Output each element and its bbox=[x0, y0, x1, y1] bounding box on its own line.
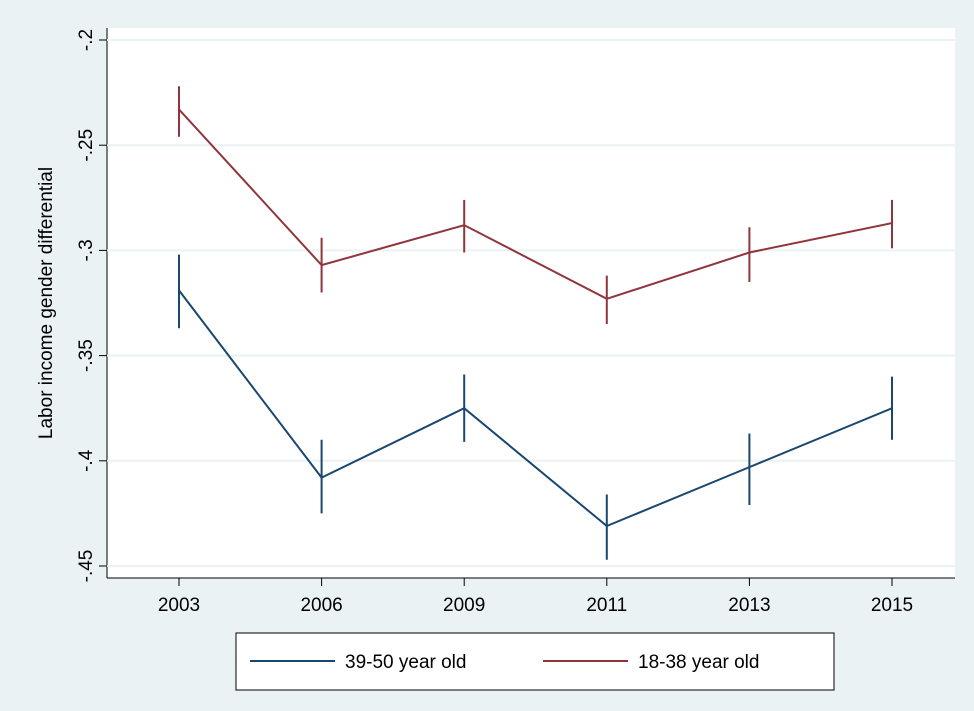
legend-label: 18-38 year old bbox=[638, 652, 759, 673]
x-tick-label: 2003 bbox=[158, 595, 200, 616]
y-tick-label: -.2 bbox=[76, 29, 97, 51]
y-tick-label: -.45 bbox=[76, 550, 97, 583]
x-tick-label: 2013 bbox=[728, 595, 770, 616]
legend-label: 39-50 year old bbox=[345, 652, 466, 673]
series-line bbox=[178, 108, 893, 300]
y-tick-label: -.4 bbox=[76, 449, 97, 472]
y-axis-title: Labor income gender differential bbox=[36, 167, 57, 439]
x-tick-label: 2009 bbox=[443, 595, 485, 616]
y-tick-label: -.25 bbox=[76, 129, 97, 162]
x-tick-label: 2011 bbox=[586, 595, 627, 616]
legend bbox=[235, 632, 835, 691]
x-tick-label: 2015 bbox=[871, 595, 913, 616]
series-line bbox=[178, 289, 893, 528]
y-tick-label: -.35 bbox=[76, 339, 97, 372]
y-tick-label: -.3 bbox=[76, 239, 97, 261]
x-tick-label: 2006 bbox=[300, 595, 342, 616]
plot-area bbox=[107, 28, 955, 578]
